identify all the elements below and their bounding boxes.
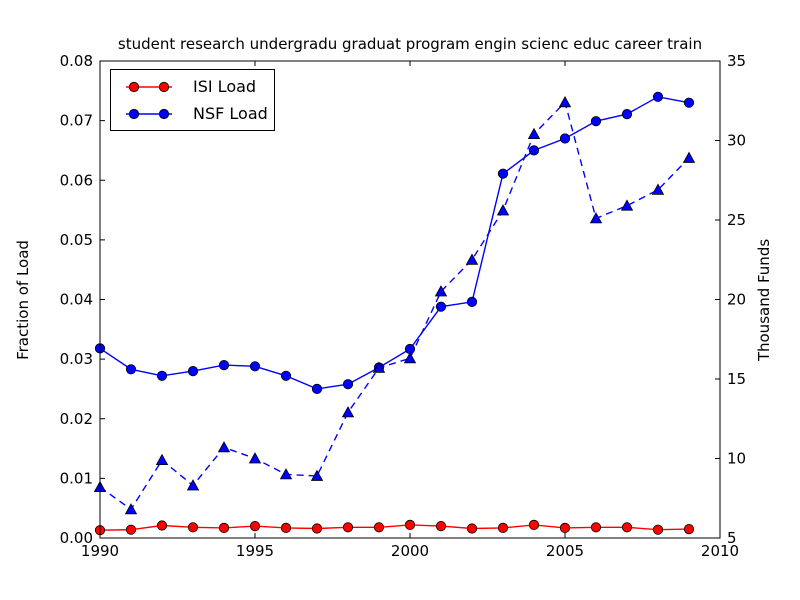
x-tick-label: 2010: [701, 542, 739, 560]
data-point-marker: [404, 519, 416, 531]
data-point-marker: [280, 370, 292, 381]
legend-label: ISI Load: [193, 76, 257, 96]
y-tick-label-right: 30: [727, 132, 746, 150]
x-tick-label: 2005: [546, 542, 584, 560]
legend-entry-nsf-load: NSF Load: [121, 104, 274, 124]
data-point-marker: [156, 520, 168, 531]
x-tick-label: 2000: [391, 542, 429, 560]
legend-line-sample-icon: [126, 81, 172, 92]
y-tick-label-left: 0.05: [60, 231, 93, 249]
data-point-marker: [683, 523, 695, 535]
y-tick-label-left: 0.01: [60, 469, 93, 487]
data-point-marker: [590, 116, 602, 127]
data-point-marker: [311, 383, 323, 394]
data-point-marker: [496, 204, 510, 216]
series-line-0: [99, 524, 690, 531]
y-tick-label-left: 0.07: [60, 112, 93, 130]
data-point-marker: [497, 168, 509, 179]
data-point-marker: [559, 133, 571, 144]
data-point-marker: [156, 370, 168, 381]
data-point-marker: [187, 522, 199, 533]
data-point-marker: [125, 364, 137, 375]
data-point-marker: [528, 519, 540, 531]
data-point-marker: [435, 520, 447, 532]
data-point-marker: [558, 95, 572, 108]
data-point-marker: [652, 91, 664, 102]
data-point-marker: [311, 523, 323, 534]
series-line-1: [99, 96, 690, 390]
y-tick-label-right: 35: [727, 52, 746, 70]
data-point-marker: [651, 183, 665, 195]
data-point-marker: [497, 522, 509, 534]
data-point-marker: [590, 522, 602, 533]
data-point-marker: [342, 379, 354, 390]
data-point-marker: [621, 522, 633, 533]
data-point-marker: [466, 523, 478, 534]
data-point-marker: [528, 145, 540, 156]
data-point-marker: [434, 285, 448, 297]
data-point-marker: [187, 365, 199, 377]
x-tick-label: 1995: [236, 542, 274, 560]
data-point-marker: [249, 361, 261, 372]
data-point-marker: [186, 479, 200, 491]
data-point-marker: [403, 351, 417, 364]
data-point-marker: [218, 522, 230, 534]
data-point-marker: [310, 469, 324, 481]
data-point-marker: [589, 212, 603, 224]
y-tick-label-left: 0.04: [60, 291, 93, 309]
data-point-marker: [652, 524, 664, 535]
data-point-marker: [218, 359, 230, 371]
y-tick-label-left: 0.08: [60, 52, 93, 70]
data-point-marker: [372, 361, 386, 373]
legend-entry-isi-load: ISI Load: [121, 77, 274, 97]
y-axis-label-left: Fraction of Load: [14, 240, 32, 360]
y-tick-label-right: 10: [727, 450, 746, 468]
data-point-marker: [155, 453, 169, 465]
data-point-marker: [280, 522, 292, 534]
y-tick-label-left: 0.03: [60, 350, 93, 368]
data-point-marker: [682, 151, 696, 163]
x-tick-label: 1990: [81, 542, 119, 560]
data-point-marker: [279, 468, 293, 480]
data-point-marker: [342, 522, 354, 533]
data-point-marker: [435, 301, 447, 312]
y-tick-label-left: 0.02: [60, 410, 93, 428]
data-point-marker: [248, 452, 262, 464]
data-point-marker: [621, 109, 633, 120]
legend-label: NSF Load: [193, 103, 268, 123]
data-point-marker: [341, 406, 355, 418]
data-point-marker: [465, 253, 479, 265]
y-axis-label-right: Thousand Funds: [755, 238, 773, 362]
y-tick-label-right: 20: [727, 291, 746, 309]
data-point-marker: [125, 524, 137, 535]
chart-title: student research undergradu graduat prog…: [117, 35, 703, 53]
data-point-marker: [249, 520, 261, 532]
y-tick-label-right: 25: [727, 211, 746, 229]
series-line-2: [99, 100, 690, 511]
data-point-marker: [559, 522, 571, 534]
legend: ISI Load NSF Load: [110, 69, 275, 131]
axes-frame: [99, 60, 721, 539]
data-point-marker: [217, 441, 231, 453]
data-point-marker: [466, 296, 478, 307]
data-point-marker: [527, 127, 541, 139]
y-tick-label-left: 0.00: [60, 529, 93, 547]
y-tick-label-left: 0.06: [60, 171, 93, 189]
data-point-marker: [373, 522, 385, 533]
legend-line-sample-icon: [126, 108, 172, 119]
y-tick-label-right: 15: [727, 370, 746, 388]
y-tick-label-right: 5: [727, 529, 737, 547]
data-point-marker: [620, 199, 634, 211]
data-point-marker: [683, 97, 695, 108]
data-point-marker: [124, 503, 138, 515]
